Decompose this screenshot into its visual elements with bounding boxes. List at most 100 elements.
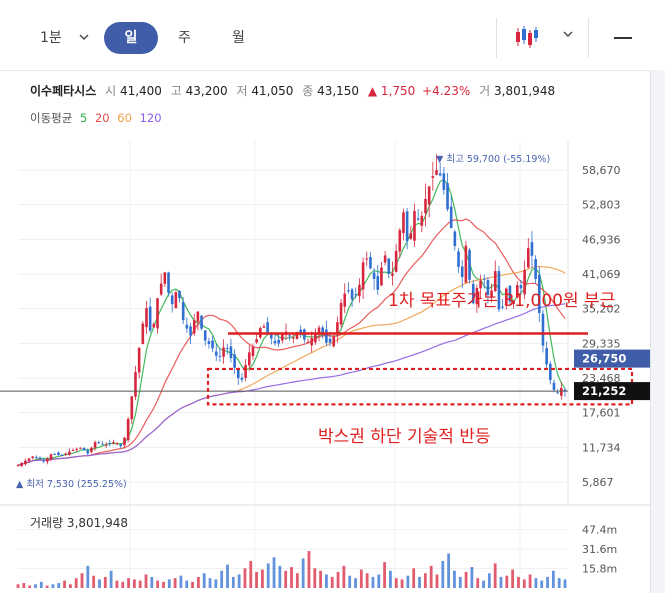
candle-body bbox=[97, 442, 101, 444]
timeframe-day-button[interactable]: 일 bbox=[104, 22, 158, 54]
change-percent: +4.23% bbox=[422, 84, 471, 98]
chart-type-chevron-icon[interactable] bbox=[562, 24, 574, 46]
volume-bar bbox=[290, 567, 293, 588]
candle-body bbox=[394, 250, 398, 272]
volume-bar bbox=[34, 584, 37, 588]
volume-bar bbox=[418, 576, 421, 588]
candle-body bbox=[247, 352, 251, 366]
volume-bar bbox=[354, 578, 357, 588]
candle-body bbox=[538, 274, 541, 313]
volume-bar bbox=[63, 580, 66, 588]
volume-bar bbox=[132, 579, 136, 588]
volume-bar bbox=[144, 574, 148, 588]
timeframe-week-button[interactable]: 주 bbox=[178, 30, 191, 46]
candle-body bbox=[156, 298, 159, 329]
price-tick-label: 5,867 bbox=[582, 476, 614, 489]
volume-bar bbox=[499, 576, 503, 588]
price-tick-label: 11,734 bbox=[582, 441, 621, 454]
high-label: 고 bbox=[170, 84, 182, 98]
ma60-legend[interactable]: 60 bbox=[117, 111, 132, 125]
candle-body bbox=[306, 341, 310, 343]
volume-bar bbox=[400, 579, 404, 588]
volume-bar bbox=[342, 565, 346, 588]
candle-body bbox=[339, 302, 343, 325]
candle-body bbox=[314, 333, 317, 343]
candle-body bbox=[46, 458, 49, 462]
candle-body bbox=[534, 259, 537, 280]
candle-body bbox=[541, 313, 545, 346]
candle-body bbox=[497, 271, 501, 310]
volume-bar bbox=[307, 551, 311, 588]
candle-body bbox=[405, 211, 409, 242]
low-label: 저 bbox=[236, 84, 248, 98]
candle-body bbox=[170, 295, 174, 305]
volume-bar bbox=[109, 570, 113, 588]
stock-name: 이수페타시스 bbox=[30, 84, 97, 98]
candle-body bbox=[460, 266, 464, 278]
moving-average-label: 이동평균 bbox=[30, 111, 73, 125]
candle-body bbox=[251, 346, 255, 357]
right-scroll-strip[interactable] bbox=[650, 70, 665, 593]
volume-bar bbox=[330, 576, 334, 588]
ma5-legend[interactable]: 5 bbox=[79, 111, 88, 125]
candle-body bbox=[255, 339, 258, 343]
candle-body bbox=[90, 447, 93, 452]
timeframe-month-button[interactable]: 월 bbox=[232, 30, 245, 46]
volume-label: 거 bbox=[479, 84, 491, 98]
candle-body bbox=[387, 258, 391, 275]
candle-body bbox=[380, 267, 383, 286]
candle-body bbox=[391, 273, 394, 276]
high-value: 43,200 bbox=[185, 84, 228, 98]
volume-bar bbox=[68, 584, 72, 588]
volume-bar bbox=[86, 565, 90, 588]
candle-body bbox=[159, 283, 163, 295]
volume-bar bbox=[447, 553, 451, 588]
volume-tick-label: 47.4m bbox=[582, 524, 617, 537]
candle-body bbox=[449, 206, 453, 229]
volume-bar bbox=[255, 572, 258, 588]
price-tag bbox=[574, 382, 650, 401]
price-tag bbox=[574, 349, 650, 368]
candle-body bbox=[214, 351, 218, 356]
candle-body bbox=[108, 443, 112, 445]
volume-bar bbox=[505, 575, 509, 588]
candle-body bbox=[145, 308, 148, 328]
candle-body bbox=[431, 176, 435, 178]
volume-bar bbox=[412, 568, 416, 588]
volume-bar bbox=[150, 576, 154, 588]
candle-body bbox=[490, 290, 493, 298]
candle-body bbox=[295, 331, 299, 339]
volume-bar bbox=[522, 579, 526, 588]
volume-bar bbox=[295, 573, 299, 588]
volume-bar bbox=[336, 572, 340, 588]
candle-body bbox=[101, 443, 104, 445]
price-tick-label: 52,803 bbox=[582, 199, 621, 212]
candle-body bbox=[115, 443, 119, 445]
candle-body bbox=[53, 453, 57, 455]
ma20-line bbox=[17, 218, 566, 466]
chevron-down-icon[interactable] bbox=[78, 24, 90, 52]
volume-bar bbox=[51, 584, 55, 588]
volume-bar bbox=[551, 570, 555, 588]
candle-body bbox=[435, 170, 438, 175]
candle-body bbox=[523, 270, 526, 295]
candle-body bbox=[270, 333, 273, 339]
volume-bar bbox=[482, 580, 485, 588]
timeframe-minute-button[interactable]: 1분 bbox=[40, 30, 62, 46]
candle-body bbox=[358, 284, 361, 297]
volume-bar bbox=[563, 579, 567, 588]
line-tool-icon[interactable] bbox=[614, 37, 632, 39]
volume-bar bbox=[138, 580, 142, 588]
candlestick-icon[interactable] bbox=[514, 24, 540, 50]
candle-body bbox=[515, 285, 519, 298]
volume-bar bbox=[249, 560, 253, 588]
volume-title: 거래량 3,801,948 bbox=[30, 516, 129, 530]
price-chart[interactable]: 47.4m 31.6m 15.8m 26,750 21,252 ▼ 최고 59,700 … bbox=[0, 0, 650, 593]
ma20-legend[interactable]: 20 bbox=[94, 111, 110, 125]
volume-bar bbox=[371, 576, 375, 588]
volume-bar bbox=[406, 575, 410, 588]
candle-body bbox=[225, 348, 229, 350]
candle-body bbox=[104, 444, 108, 446]
ma120-legend[interactable]: 120 bbox=[139, 111, 162, 125]
candle-body bbox=[383, 255, 387, 263]
